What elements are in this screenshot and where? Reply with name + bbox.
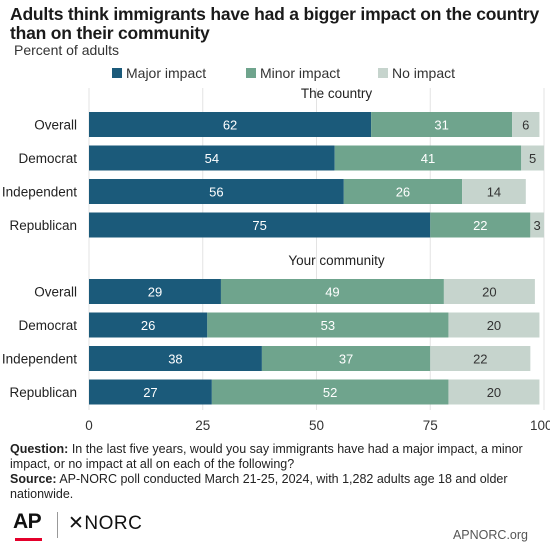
category-label: Democrat — [18, 318, 77, 333]
legend-label: No impact — [392, 65, 455, 81]
legend-swatch — [246, 68, 256, 78]
bar-segment — [89, 346, 262, 371]
bar-segment — [530, 212, 544, 238]
bar-segment — [448, 312, 540, 338]
bar-segment — [207, 312, 449, 338]
data-label: 26 — [396, 185, 410, 200]
x-tick-label: 25 — [195, 418, 210, 433]
question-note: Question: In the last five years, would … — [10, 442, 545, 472]
bar-segment — [334, 145, 522, 171]
data-label: 62 — [223, 118, 237, 133]
panel: Your community Overall 29 49 20 Democrat 26 53 2… — [2, 253, 540, 405]
panel-title: Your community — [288, 253, 385, 268]
data-label: 14 — [487, 185, 501, 200]
legend-swatch — [378, 68, 388, 78]
category-label: Republican — [9, 385, 77, 400]
data-label: 52 — [323, 385, 337, 400]
x-axis: 0 25 50 75 100% — [85, 418, 550, 433]
question-text: In the last five years, would you say im… — [10, 442, 523, 471]
bar-segment — [89, 379, 212, 405]
data-label: 26 — [141, 318, 155, 333]
category-label: Overall — [34, 285, 77, 300]
data-label: 5 — [529, 151, 536, 166]
data-label: 75 — [252, 218, 266, 233]
x-tick-label: 100% — [530, 418, 550, 433]
legend-label: Minor impact — [260, 65, 340, 81]
bar-segment — [89, 179, 344, 204]
panel-title: The country — [301, 86, 373, 101]
source-note: Source: AP-NORC poll conducted March 21-… — [10, 472, 545, 502]
panel: The country Overall 62 31 6 Democrat 54 41 5 Inde… — [2, 86, 544, 238]
data-label: 56 — [209, 185, 223, 200]
bar-segment — [211, 379, 449, 405]
category-label: Republican — [9, 218, 77, 233]
bar-segment — [521, 145, 544, 171]
data-label: 6 — [522, 118, 529, 133]
bar-segment — [89, 112, 372, 137]
bar-segment — [462, 179, 526, 204]
data-label: 41 — [421, 151, 435, 166]
x-tick-label: 50 — [309, 418, 324, 433]
bar-segment — [89, 145, 335, 171]
data-label: 3 — [534, 218, 541, 233]
bar-segment — [430, 346, 531, 371]
bar-segment — [89, 312, 208, 338]
category-label: Independent — [2, 185, 77, 200]
source-label: Source: — [10, 472, 57, 486]
chart-panels: The country Overall 62 31 6 Democrat 54 41 5 Inde… — [2, 86, 544, 405]
bar-segment — [220, 279, 444, 304]
logo-separator — [57, 512, 58, 538]
bar-segment — [89, 279, 221, 304]
data-label: 54 — [205, 151, 219, 166]
data-label: 22 — [473, 218, 487, 233]
data-label: 53 — [321, 318, 335, 333]
legend-swatch — [112, 68, 122, 78]
x-tick-label: 0 — [85, 418, 93, 433]
source-text: AP-NORC poll conducted March 21-25, 2024… — [10, 472, 508, 501]
data-label: 20 — [487, 385, 501, 400]
bar-segment — [343, 179, 463, 204]
data-label: 38 — [168, 352, 182, 367]
site-link[interactable]: APNORC.org — [452, 528, 528, 542]
bar-segment — [512, 112, 540, 137]
x-tick-label: 75 — [423, 418, 438, 433]
ap-logo-underline — [15, 538, 42, 541]
category-label: Overall — [34, 118, 77, 133]
data-label: 49 — [325, 285, 339, 300]
bar-segment — [261, 346, 431, 371]
category-label: Democrat — [18, 151, 77, 166]
data-label: 20 — [487, 318, 501, 333]
bar-segment — [443, 279, 535, 304]
chart-notes: Question: In the last five years, would … — [10, 442, 545, 502]
legend-label: Major impact — [126, 65, 206, 81]
chart-subtitle: Percent of adults — [14, 42, 120, 58]
data-label: 20 — [482, 285, 496, 300]
data-label: 31 — [434, 118, 448, 133]
chart-title: Adults think immigrants have had a bigge… — [10, 4, 540, 43]
bar-segment — [371, 112, 513, 137]
stacked-bar-chart: Major impact Minor impact No impact The co… — [2, 65, 550, 433]
data-label: 29 — [148, 285, 162, 300]
norc-logo: ✕NORC — [68, 513, 143, 534]
data-label: 22 — [473, 352, 487, 367]
bar-segment — [89, 212, 431, 238]
data-label: 37 — [339, 352, 353, 367]
bar-segment — [448, 379, 540, 405]
data-label: 27 — [143, 385, 157, 400]
category-label: Independent — [2, 352, 77, 367]
ap-logo: AP — [13, 510, 42, 533]
bar-segment — [430, 212, 531, 238]
question-label: Question: — [10, 442, 69, 456]
legend: Major impact Minor impact No impact — [112, 65, 455, 81]
